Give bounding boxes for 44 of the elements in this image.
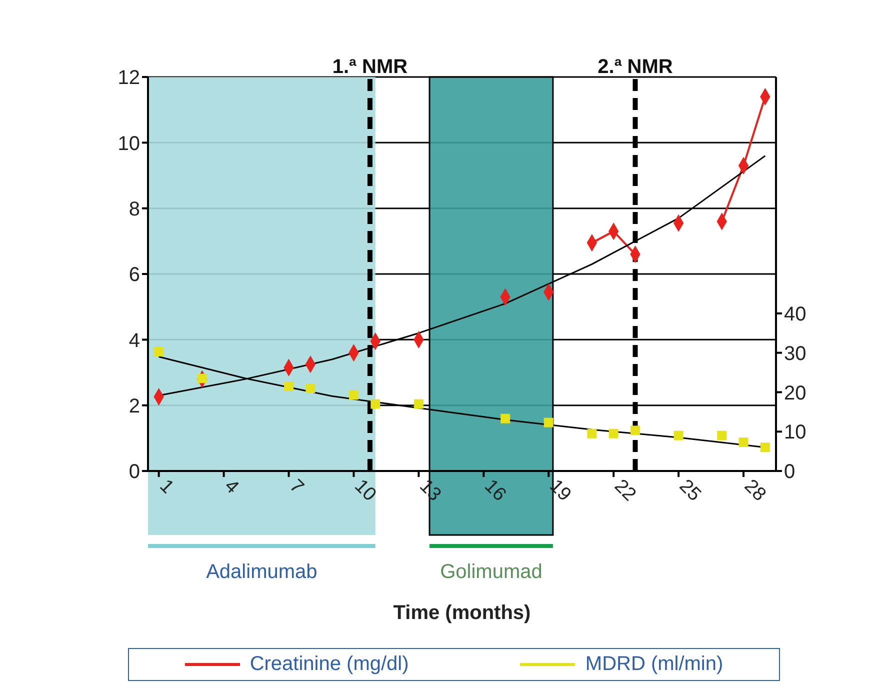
point [154, 346, 164, 356]
x-tick-label: 22 [610, 476, 640, 506]
y2-tick-label: 30 [784, 342, 806, 365]
y-tick-label: 6 [128, 264, 140, 286]
point [500, 414, 510, 424]
y2-tick-label: 10 [784, 422, 806, 444]
y-tick-label: 4 [128, 330, 140, 352]
y-tick-label: 2 [128, 395, 140, 418]
x-tick-label: 13 [415, 476, 445, 506]
ref-line-label: 1.ª NMR [332, 56, 408, 78]
legend-label: MDRD (ml/min) [585, 653, 724, 676]
y-tick-label: 10 [118, 132, 140, 155]
y2-tick-label: 40 [784, 304, 806, 326]
point [738, 437, 748, 447]
point [630, 426, 640, 436]
point [587, 428, 597, 438]
x-tick-label: 19 [545, 476, 575, 506]
y2-tick-label: 0 [784, 461, 796, 484]
point [414, 399, 424, 409]
point [674, 430, 684, 440]
point [284, 382, 294, 392]
x-tick-label: 16 [480, 476, 510, 506]
y-tick-label: 0 [128, 461, 140, 484]
band-label: Golimumad [440, 561, 542, 583]
x-tick-label: 25 [675, 476, 705, 506]
point [608, 428, 618, 438]
y2-tick-label: 20 [784, 382, 806, 404]
point [544, 418, 554, 428]
point [717, 430, 727, 440]
x-tick-label: 7 [285, 476, 308, 498]
y-tick-label: 12 [118, 67, 140, 90]
point [306, 384, 316, 394]
point [760, 442, 770, 452]
point [348, 390, 358, 400]
x-tick-label: 1 [155, 476, 178, 498]
x-axis-title: Time (months) [393, 602, 531, 624]
ref-line-label: 2.ª NMR [598, 56, 674, 78]
point [370, 399, 380, 409]
x-tick-label: 10 [350, 476, 380, 506]
x-tick-label: 4 [220, 476, 243, 498]
legend-label: Creatinine (mg/dl) [250, 653, 409, 676]
x-tick-label: 28 [740, 476, 770, 506]
y-tick-label: 8 [128, 198, 140, 220]
band-label: Adalimumab [206, 561, 318, 583]
